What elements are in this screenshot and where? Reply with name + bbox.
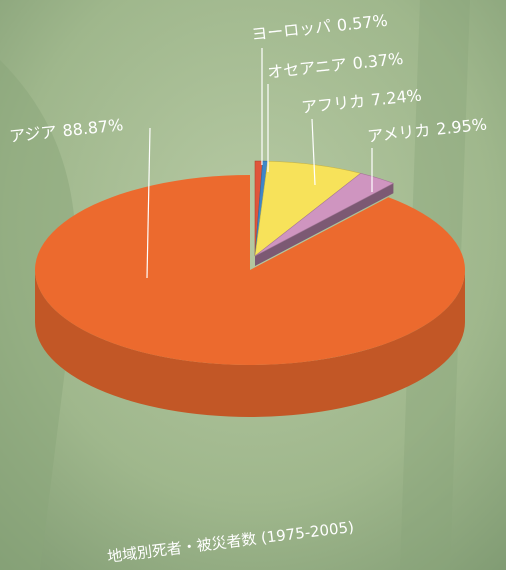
- slice: [35, 175, 465, 365]
- chart: ヨーロッパ0.57%オセアニア0.37%アフリカ7.24%アメリカ2.95%アジ…: [0, 0, 506, 570]
